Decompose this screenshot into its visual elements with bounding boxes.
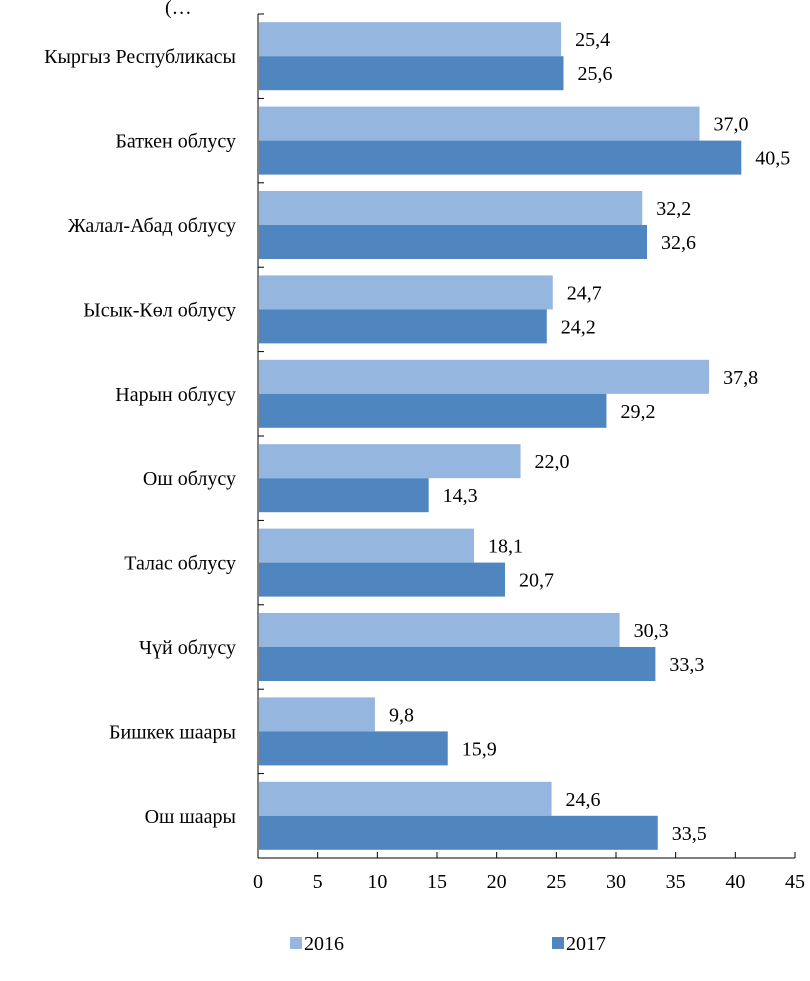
bar-2016-1 <box>259 106 700 141</box>
data-label: 40,5 <box>755 148 790 170</box>
data-label: 33,3 <box>669 654 704 676</box>
bar-2016-0 <box>259 22 562 57</box>
x-tick-label: 0 <box>253 871 263 893</box>
category-labels: Кыргыз Республикасы Баткен облусу Жалал-Аб… <box>44 46 236 828</box>
bar-2016-5 <box>259 444 521 479</box>
bar-2017-3 <box>259 309 547 344</box>
bar-2016-4 <box>259 359 710 394</box>
legend-label-2017: 2017 <box>566 933 606 955</box>
category-label: Бишкек шаары <box>109 721 236 743</box>
data-label: 30,3 <box>634 620 669 642</box>
legend: 2016 2017 <box>290 933 606 955</box>
data-label: 24,2 <box>561 316 596 338</box>
bar-2016-9 <box>259 781 552 816</box>
bar-2017-2 <box>259 225 648 259</box>
x-tick-label: 25 <box>546 871 566 893</box>
x-tick-label: 5 <box>313 871 323 893</box>
data-label: 32,6 <box>661 232 696 254</box>
data-label: 37,8 <box>723 367 758 389</box>
legend-label-2016: 2016 <box>304 933 344 955</box>
bar-2016-8 <box>259 697 375 732</box>
category-label: Ысык-Көл облусу <box>83 299 236 321</box>
category-label: Талас облусу <box>124 553 236 575</box>
data-label: 24,7 <box>567 282 602 304</box>
bar-2017-6 <box>259 562 506 597</box>
x-tick-label: 15 <box>427 871 447 893</box>
category-label: Нарын облусу <box>115 384 236 406</box>
bar-2016-3 <box>259 275 553 310</box>
bar-2017-4 <box>259 393 607 428</box>
data-label: 20,7 <box>519 570 554 592</box>
category-label: Ош облусу <box>143 468 236 490</box>
data-label: 14,3 <box>443 485 478 507</box>
data-label: 37,0 <box>714 114 749 136</box>
category-label: Жалал-Абад облусу <box>68 215 236 237</box>
data-label: 24,6 <box>566 789 601 811</box>
bar-2017-8 <box>259 731 448 766</box>
bars-layer <box>259 22 742 850</box>
bar-2016-2 <box>259 191 643 225</box>
x-tick-label: 20 <box>487 871 507 893</box>
legend-swatch-2017 <box>552 937 564 949</box>
category-label: Ош шаары <box>145 806 236 828</box>
data-label: 25,4 <box>575 29 610 51</box>
category-label: Кыргыз Республикасы <box>44 46 236 68</box>
data-label: 29,2 <box>620 401 655 423</box>
bar-2017-1 <box>259 140 742 175</box>
data-labels: 25,4 25,6 37,0 40,5 32,2 32,6 24,7 24,2 37,8 29,2… <box>389 29 790 845</box>
bar-2017-7 <box>259 647 656 681</box>
x-tick-label: 10 <box>367 871 387 893</box>
data-label: 22,0 <box>535 451 570 473</box>
x-tick-label: 40 <box>725 871 745 893</box>
data-label: 18,1 <box>488 536 523 558</box>
legend-swatch-2016 <box>290 937 302 949</box>
data-label: 15,9 <box>462 738 497 760</box>
bar-2016-6 <box>259 528 474 563</box>
data-label: 32,2 <box>656 198 691 220</box>
data-label: 33,5 <box>672 823 707 845</box>
x-tick-label: 45 <box>785 871 805 893</box>
data-label: 9,8 <box>389 704 414 726</box>
bar-2017-0 <box>259 56 564 91</box>
chart-title: (… <box>165 0 192 19</box>
axes: 0 5 10 15 20 25 30 35 40 45 <box>253 13 805 893</box>
bar-2017-9 <box>259 815 658 850</box>
category-label: Баткен облусу <box>115 131 236 153</box>
bar-2016-7 <box>259 613 620 647</box>
category-label: Чүй облусу <box>139 637 236 659</box>
x-tick-label: 35 <box>666 871 686 893</box>
x-tick-label: 30 <box>606 871 626 893</box>
bar-2017-5 <box>259 478 429 513</box>
data-label: 25,6 <box>577 63 612 85</box>
